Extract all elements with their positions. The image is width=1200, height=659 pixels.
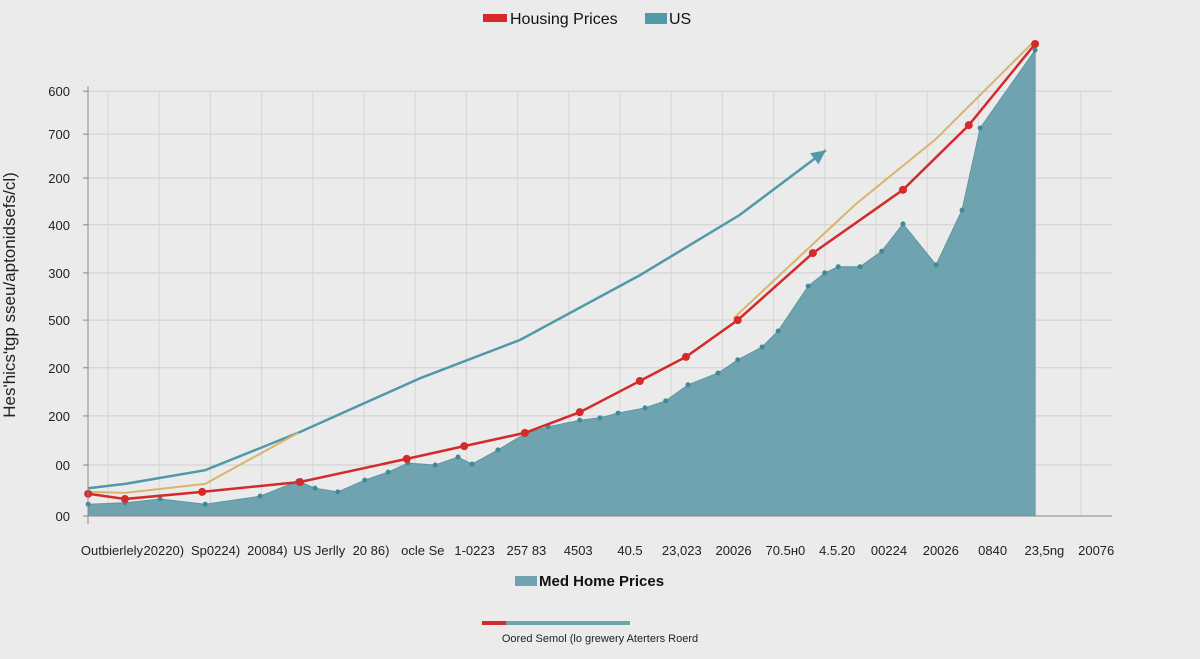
y-axis-title: Hes'hics'tgp sseu/aptonidsefs/cl) xyxy=(0,172,19,418)
x-tick-label: Sp0224) xyxy=(191,543,240,558)
legend-swatch-us xyxy=(645,13,667,24)
y-tick-label: 200 xyxy=(48,171,70,186)
x-tick-label: 70.5н0 xyxy=(766,543,806,558)
area-point xyxy=(959,207,965,213)
y-tick-label: 200 xyxy=(48,361,70,376)
area-point xyxy=(759,344,765,350)
point-housing-prices xyxy=(575,408,584,417)
footer-bar-teal xyxy=(506,621,630,625)
x-tick-label: US Jerlly xyxy=(293,543,346,558)
area-point xyxy=(685,382,691,388)
area-point xyxy=(857,264,863,270)
x-tick-label: 20084) xyxy=(247,543,287,558)
area-point xyxy=(642,405,648,411)
area-point xyxy=(775,328,781,334)
area-med-home-prices xyxy=(87,48,1036,517)
point-housing-prices xyxy=(402,454,411,463)
area-point xyxy=(432,462,438,468)
point-housing-prices xyxy=(460,442,469,451)
x-tick-label: 23,023 xyxy=(662,543,702,558)
x-tick-label: 1-0223 xyxy=(454,543,494,558)
point-housing-prices xyxy=(898,185,907,194)
point-housing-prices xyxy=(733,316,742,325)
x-tick-label: 40.5 xyxy=(617,543,642,558)
point-housing-prices xyxy=(120,495,129,504)
point-housing-prices xyxy=(296,478,305,487)
area-point xyxy=(455,454,461,460)
area-point xyxy=(157,496,163,502)
area-point xyxy=(362,477,368,483)
x-tick-label: 00224 xyxy=(871,543,907,558)
x-tick-label: ocle Se xyxy=(401,543,444,558)
line-tan xyxy=(88,432,299,494)
point-housing-prices xyxy=(198,487,207,496)
y-tick-label: 300 xyxy=(48,266,70,281)
area-point xyxy=(495,447,501,453)
x-tick-label: 20076 xyxy=(1078,543,1114,558)
y-tick-label: 700 xyxy=(48,127,70,142)
footer-bar-red xyxy=(482,621,506,625)
area-point xyxy=(933,262,939,268)
point-housing-prices xyxy=(635,377,644,386)
legend-top: Housing Prices US xyxy=(483,11,691,28)
footer: Oored Semol (lo grewery Aterters Roerd xyxy=(482,621,698,645)
x-tick-label: 4503 xyxy=(564,543,593,558)
x-tick-label: 20026 xyxy=(923,543,959,558)
y-tick-label: 200 xyxy=(48,409,70,424)
area-point xyxy=(977,125,983,131)
x-tick-label: 257 83 xyxy=(507,543,547,558)
legend-swatch-med-home-prices xyxy=(515,576,537,586)
area-point xyxy=(202,501,208,507)
x-tick-label: 0840 xyxy=(978,543,1007,558)
x-tick-label: Outbierlely xyxy=(81,543,144,558)
area-point xyxy=(615,410,621,416)
area-point xyxy=(900,221,906,227)
area-point xyxy=(469,461,475,467)
area-point xyxy=(735,357,741,363)
legend-swatch-housing-prices xyxy=(483,14,507,22)
area-point xyxy=(597,415,603,421)
area-point xyxy=(577,417,583,423)
x-tick-label: 4.5.20 xyxy=(819,543,855,558)
y-tick-label: 00 xyxy=(56,458,70,473)
series-layer xyxy=(84,40,1040,517)
area-point xyxy=(805,283,811,289)
area-point xyxy=(663,398,669,404)
area-point xyxy=(257,493,263,499)
legend-label-housing-prices: Housing Prices xyxy=(510,11,618,28)
legend-label-med-home-prices: Med Home Prices xyxy=(539,573,664,590)
y-tick-label: 400 xyxy=(48,218,70,233)
line-us xyxy=(88,149,827,490)
footer-caption: Oored Semol (lo grewery Aterters Roerd xyxy=(502,633,698,645)
area-point xyxy=(335,489,341,495)
area-point xyxy=(822,270,828,276)
area-point xyxy=(312,485,318,491)
x-tick-label: 20026 xyxy=(716,543,752,558)
point-housing-prices xyxy=(681,352,690,361)
y-tick-label: 500 xyxy=(48,313,70,328)
point-housing-prices xyxy=(520,428,529,437)
point-housing-prices xyxy=(808,249,817,258)
area-point xyxy=(835,264,841,270)
area-point xyxy=(1032,47,1038,53)
x-tick-label: 23,5ng xyxy=(1025,543,1065,558)
y-tick-label: 00 xyxy=(56,509,70,524)
x-tick-label: 20220) xyxy=(144,543,184,558)
line-tan xyxy=(732,43,1033,319)
area-point xyxy=(715,370,721,376)
point-housing-prices xyxy=(1031,40,1040,48)
legend-bottom: Med Home Prices xyxy=(515,573,664,590)
legend-label-us: US xyxy=(669,11,691,28)
area-point xyxy=(385,469,391,475)
point-housing-prices xyxy=(964,121,973,130)
x-tick-label: 20 86) xyxy=(353,543,390,558)
y-tick-label: 600 xyxy=(48,84,70,99)
arrowhead-icon xyxy=(810,150,826,165)
area-point xyxy=(879,248,885,254)
